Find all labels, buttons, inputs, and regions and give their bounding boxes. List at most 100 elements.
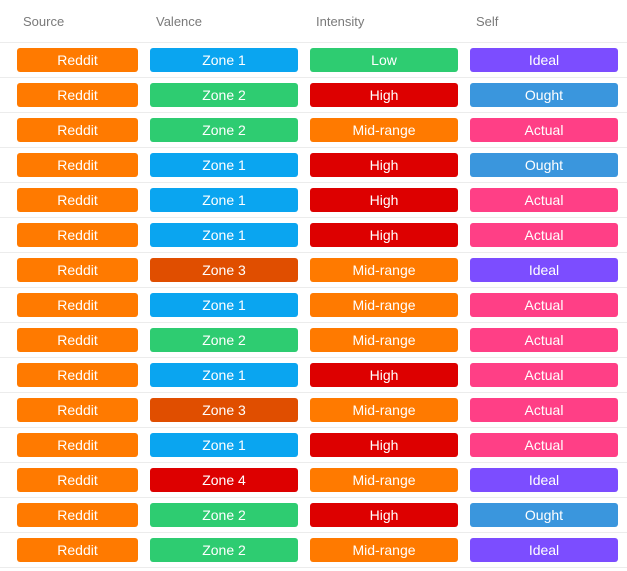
valence-cell[interactable]: Zone 1 <box>150 223 310 247</box>
intensity-cell[interactable]: High <box>310 503 470 527</box>
table-row[interactable]: Reddit Zone 1 High Actual <box>0 358 627 393</box>
intensity-tag: Mid-range <box>310 258 458 282</box>
column-header-self[interactable]: Self <box>476 13 499 29</box>
intensity-tag: Mid-range <box>310 468 458 492</box>
valence-cell[interactable]: Zone 3 <box>150 258 310 282</box>
source-cell[interactable]: Reddit <box>0 223 150 247</box>
intensity-tag: High <box>310 363 458 387</box>
intensity-tag: High <box>310 153 458 177</box>
self-cell[interactable]: Actual <box>470 118 627 142</box>
valence-tag: Zone 2 <box>150 118 298 142</box>
source-cell[interactable]: Reddit <box>0 503 150 527</box>
table-row[interactable]: Reddit Zone 4 Mid-range Ideal <box>0 463 627 498</box>
intensity-cell[interactable]: High <box>310 188 470 212</box>
self-cell[interactable]: Actual <box>470 433 627 457</box>
table-row[interactable]: Reddit Zone 1 High Actual <box>0 183 627 218</box>
valence-cell[interactable]: Zone 1 <box>150 363 310 387</box>
source-cell[interactable]: Reddit <box>0 293 150 317</box>
source-tag: Reddit <box>17 293 138 317</box>
intensity-cell[interactable]: Mid-range <box>310 328 470 352</box>
self-cell[interactable]: Ought <box>470 503 627 527</box>
table-row[interactable]: Reddit Zone 2 Mid-range Actual <box>0 323 627 358</box>
valence-cell[interactable]: Zone 2 <box>150 503 310 527</box>
source-cell[interactable]: Reddit <box>0 468 150 492</box>
self-cell[interactable]: Actual <box>470 328 627 352</box>
source-cell[interactable]: Reddit <box>0 363 150 387</box>
valence-cell[interactable]: Zone 2 <box>150 538 310 562</box>
table-header: Source Valence Intensity Self <box>0 0 627 43</box>
intensity-cell[interactable]: Low <box>310 48 470 72</box>
table-row[interactable]: Reddit Zone 3 Mid-range Actual <box>0 393 627 428</box>
valence-tag: Zone 1 <box>150 48 298 72</box>
valence-cell[interactable]: Zone 1 <box>150 48 310 72</box>
self-cell[interactable]: Ideal <box>470 468 627 492</box>
table-row[interactable]: Reddit Zone 2 Mid-range Actual <box>0 113 627 148</box>
source-cell[interactable]: Reddit <box>0 433 150 457</box>
intensity-cell[interactable]: Mid-range <box>310 258 470 282</box>
intensity-cell[interactable]: High <box>310 433 470 457</box>
valence-cell[interactable]: Zone 2 <box>150 328 310 352</box>
source-cell[interactable]: Reddit <box>0 258 150 282</box>
column-header-valence[interactable]: Valence <box>156 13 203 29</box>
valence-cell[interactable]: Zone 2 <box>150 118 310 142</box>
self-cell[interactable]: Ought <box>470 153 627 177</box>
valence-cell[interactable]: Zone 1 <box>150 188 310 212</box>
valence-cell[interactable]: Zone 4 <box>150 468 310 492</box>
column-header-source[interactable]: Source <box>23 13 65 29</box>
intensity-cell[interactable]: Mid-range <box>310 468 470 492</box>
self-cell[interactable]: Ought <box>470 83 627 107</box>
source-tag: Reddit <box>17 83 138 107</box>
intensity-cell[interactable]: Mid-range <box>310 538 470 562</box>
source-cell[interactable]: Reddit <box>0 398 150 422</box>
valence-cell[interactable]: Zone 1 <box>150 153 310 177</box>
source-cell[interactable]: Reddit <box>0 48 150 72</box>
self-tag: Actual <box>470 328 618 352</box>
table-row[interactable]: Reddit Zone 2 High Ought <box>0 78 627 113</box>
intensity-cell[interactable]: Mid-range <box>310 118 470 142</box>
self-tag: Actual <box>470 118 618 142</box>
intensity-cell[interactable]: High <box>310 83 470 107</box>
table-row[interactable]: Reddit Zone 1 High Actual <box>0 428 627 463</box>
self-cell[interactable]: Actual <box>470 398 627 422</box>
intensity-cell[interactable]: Mid-range <box>310 293 470 317</box>
valence-tag: Zone 4 <box>150 468 298 492</box>
source-cell[interactable]: Reddit <box>0 538 150 562</box>
self-cell[interactable]: Ideal <box>470 48 627 72</box>
table-row[interactable]: Reddit Zone 1 Mid-range Actual <box>0 288 627 323</box>
table-row[interactable]: Reddit Zone 1 Low Ideal <box>0 43 627 78</box>
valence-cell[interactable]: Zone 1 <box>150 293 310 317</box>
valence-cell[interactable]: Zone 3 <box>150 398 310 422</box>
intensity-cell[interactable]: High <box>310 153 470 177</box>
valence-cell[interactable]: Zone 1 <box>150 433 310 457</box>
source-tag: Reddit <box>17 258 138 282</box>
intensity-cell[interactable]: Mid-range <box>310 398 470 422</box>
intensity-tag: High <box>310 188 458 212</box>
self-cell[interactable]: Ideal <box>470 538 627 562</box>
source-tag: Reddit <box>17 433 138 457</box>
source-tag: Reddit <box>17 153 138 177</box>
column-header-intensity[interactable]: Intensity <box>316 13 365 29</box>
table-row[interactable]: Reddit Zone 3 Mid-range Ideal <box>0 253 627 288</box>
table-row[interactable]: Reddit Zone 2 Mid-range Ideal <box>0 533 627 568</box>
self-cell[interactable]: Actual <box>470 223 627 247</box>
self-tag: Ideal <box>470 538 618 562</box>
self-cell[interactable]: Actual <box>470 363 627 387</box>
table-row[interactable]: Reddit Zone 2 High Ought <box>0 498 627 533</box>
source-cell[interactable]: Reddit <box>0 118 150 142</box>
source-cell[interactable]: Reddit <box>0 153 150 177</box>
self-cell[interactable]: Ideal <box>470 258 627 282</box>
source-cell[interactable]: Reddit <box>0 188 150 212</box>
intensity-cell[interactable]: High <box>310 223 470 247</box>
table-row[interactable]: Reddit Zone 1 High Ought <box>0 148 627 183</box>
table-row[interactable]: Reddit Zone 1 High Actual <box>0 218 627 253</box>
source-cell[interactable]: Reddit <box>0 83 150 107</box>
self-cell[interactable]: Actual <box>470 188 627 212</box>
intensity-tag: Mid-range <box>310 118 458 142</box>
self-cell[interactable]: Actual <box>470 293 627 317</box>
valence-cell[interactable]: Zone 2 <box>150 83 310 107</box>
intensity-cell[interactable]: High <box>310 363 470 387</box>
self-tag: Ideal <box>470 468 618 492</box>
source-cell[interactable]: Reddit <box>0 328 150 352</box>
intensity-tag: Mid-range <box>310 398 458 422</box>
intensity-tag: High <box>310 83 458 107</box>
